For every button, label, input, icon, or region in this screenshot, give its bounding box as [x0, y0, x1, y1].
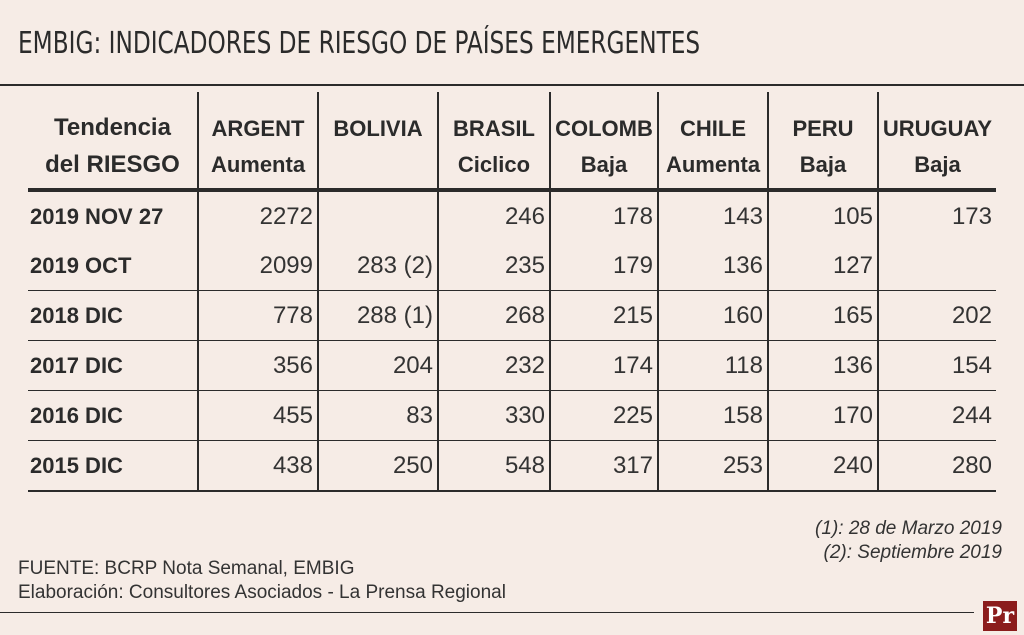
value-cell: 158: [657, 390, 768, 441]
row-label: 2015 DIC: [28, 440, 198, 492]
value-cell: 118: [657, 340, 768, 391]
header-label-tendencia: Tendencia: [54, 114, 171, 141]
value-cell: 174: [549, 340, 658, 391]
footnote-1: (1): 28 de Marzo 2019: [815, 518, 1002, 539]
value-cell: 215: [549, 290, 658, 341]
value-cell: 154: [877, 340, 996, 391]
value-cell: 83: [317, 390, 438, 441]
trend-cell: [317, 142, 438, 192]
value-cell: 170: [767, 390, 878, 441]
column-header: CHILE: [657, 92, 768, 142]
column-header: COLOMB: [549, 92, 658, 142]
value-cell: 160: [657, 290, 768, 341]
value-cell: 143: [657, 190, 768, 241]
row-label: 2016 DIC: [28, 390, 198, 441]
column-header: PERU: [767, 92, 878, 142]
value-cell: [317, 190, 438, 241]
table-row: 2016 DIC 455 83 330 225 158 170 244: [28, 390, 996, 441]
value-cell: [877, 241, 996, 291]
trend-cell: Baja: [767, 142, 878, 192]
column-header: BOLIVIA: [317, 92, 438, 142]
table-row: 2015 DIC 438 250 548 317 253 240 280: [28, 440, 996, 492]
footnote-2: (2): Septiembre 2019: [823, 542, 1003, 563]
value-cell: 253: [657, 440, 768, 492]
source-line: FUENTE: BCRP Nota Semanal, EMBIG: [18, 558, 355, 579]
value-cell: 778: [197, 290, 318, 341]
value-cell: 246: [437, 190, 550, 241]
value-cell: 105: [767, 190, 878, 241]
table-row: 2019 OCT 2099 283 (2) 235 179 136 127: [28, 241, 996, 291]
value-cell: 455: [197, 390, 318, 441]
header-label-riesgo: del RIESGO: [28, 142, 198, 192]
value-cell: 548: [437, 440, 550, 492]
trend-cell: Aumenta: [197, 142, 318, 192]
value-cell: 232: [437, 340, 550, 391]
value-cell: 2099: [197, 241, 318, 291]
header-row-columns: Tendencia ARGENT BOLIVIA BRASIL COLOMB C…: [28, 92, 996, 142]
trend-cell: Ciclico: [437, 142, 550, 192]
row-label: 2017 DIC: [28, 340, 198, 391]
value-cell: 280: [877, 440, 996, 492]
value-cell: 202: [877, 290, 996, 341]
top-rule: [0, 84, 1024, 86]
value-cell: 356: [197, 340, 318, 391]
bottom-rule: [0, 612, 974, 613]
header-row-trends: del RIESGO Aumenta Ciclico Baja Aumenta …: [28, 142, 996, 192]
trend-cell: Aumenta: [657, 142, 768, 192]
row-label: 2019 OCT: [30, 252, 132, 278]
value-cell: 2272: [197, 190, 318, 241]
value-cell: 288 (1): [317, 290, 438, 341]
value-cell: 283 (2): [317, 241, 438, 291]
value-cell: 235: [437, 241, 550, 291]
value-cell: 244: [877, 390, 996, 441]
row-label: 2019 NOV 27: [30, 203, 164, 229]
page-title: EMBIG: INDICADORES DE RIESGO DE PAÍSES E…: [18, 26, 701, 61]
publisher-logo: Pr: [983, 601, 1017, 631]
value-cell: 127: [767, 241, 878, 291]
value-cell: 178: [549, 190, 658, 241]
value-cell: 225: [549, 390, 658, 441]
trend-cell: Baja: [877, 142, 996, 192]
column-header: ARGENT: [197, 92, 318, 142]
value-cell: 179: [549, 241, 658, 291]
column-header: URUGUAY: [877, 92, 996, 142]
value-cell: 173: [877, 190, 996, 241]
column-header: BRASIL: [437, 92, 550, 142]
trend-cell: Baja: [549, 142, 658, 192]
value-cell: 330: [437, 390, 550, 441]
value-cell: 268: [437, 290, 550, 341]
value-cell: 204: [317, 340, 438, 391]
risk-table: Tendencia ARGENT BOLIVIA BRASIL COLOMB C…: [28, 92, 996, 492]
value-cell: 317: [549, 440, 658, 492]
credit-line: Elaboración: Consultores Asociados - La …: [18, 582, 506, 603]
value-cell: 250: [317, 440, 438, 492]
table-row: 2019 NOV 27 2272 246 178 143 105 173: [28, 190, 996, 241]
value-cell: 438: [197, 440, 318, 492]
value-cell: 136: [767, 340, 878, 391]
value-cell: 136: [657, 241, 768, 291]
value-cell: 165: [767, 290, 878, 341]
table-row: 2017 DIC 356 204 232 174 118 136 154: [28, 340, 996, 391]
row-label: 2018 DIC: [28, 290, 198, 341]
table-row: 2018 DIC 778 288 (1) 268 215 160 165 202: [28, 290, 996, 341]
value-cell: 240: [767, 440, 878, 492]
